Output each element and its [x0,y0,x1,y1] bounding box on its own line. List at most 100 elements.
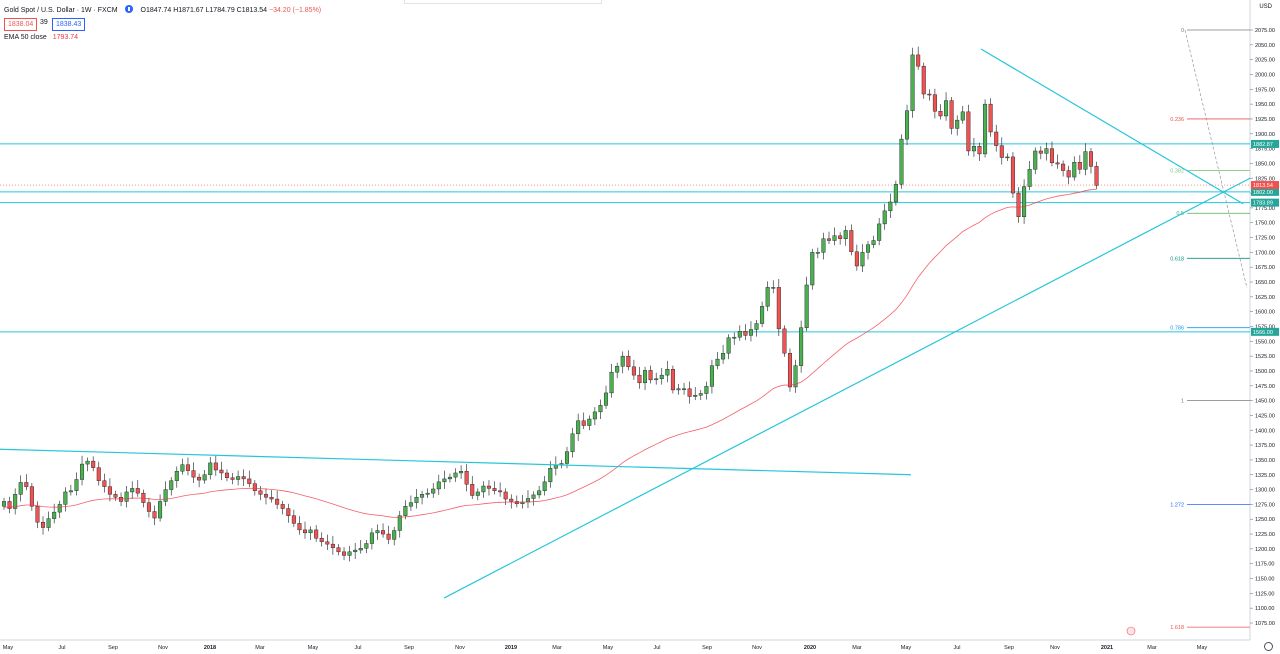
price-tick-label: 1075.00 [1255,621,1275,627]
time-tick-label: Sep [108,645,118,651]
candle-body [604,392,609,406]
candle-body [687,388,692,397]
candle-body [275,498,280,505]
settings-gear-icon[interactable] [1264,642,1273,651]
price-tick-label: 1850.00 [1255,161,1275,167]
candle-body [453,472,458,478]
ema-legend[interactable]: EMA 50 close 1793.74 [4,34,78,41]
candle-body [297,523,302,531]
candle-body [905,110,910,140]
candle-body [330,543,335,548]
candle-body [776,287,781,330]
price-tick-label: 1775.00 [1255,206,1275,212]
candle-body [63,491,68,505]
candle-body [509,498,514,502]
price-tick-label: 1350.00 [1255,458,1275,464]
candle-body [308,529,313,534]
buy-button[interactable]: 1838.43 [52,18,86,31]
candle-body [631,366,636,376]
candle-body [754,323,759,330]
candle-body [838,235,843,239]
candle-body [821,238,826,253]
candle-body [342,551,347,556]
candle-body [425,492,430,495]
event-marker-icon [1126,626,1136,636]
visibility-eye-icon[interactable] [124,5,133,13]
candle-body [598,405,603,413]
candle-body [130,488,135,493]
time-tick-label: 2019 [505,645,517,651]
candle-body [955,119,960,129]
candle-body [565,451,570,464]
candle-body [570,433,575,452]
candle-body [364,543,369,549]
candle-body [760,306,765,324]
candle-body [1066,170,1071,178]
time-tick-label: Sep [404,645,414,651]
candle-body [169,480,174,490]
candle-body [185,464,190,471]
candle-body [1022,186,1027,217]
candle-body [654,378,659,381]
candle-body [113,494,118,498]
candle-body [252,483,257,491]
candle-body [408,502,413,507]
candle-body [135,488,140,494]
candle-body [698,393,703,396]
symbol-name[interactable]: Gold Spot / U.S. Dollar · 1W · FXCM [4,7,118,14]
chart-legend-header: Gold Spot / U.S. Dollar · 1W · FXCM O184… [4,5,321,14]
candle-body [893,183,898,203]
time-tick-label: Mar [255,645,265,651]
candle-body [682,388,687,390]
price-tick-label: 1275.00 [1255,502,1275,508]
candle-body [1005,156,1010,159]
candle-body [994,131,999,146]
candle-body [503,491,508,500]
candle-body [80,463,85,480]
time-tick-label: Jul [953,645,960,651]
price-tick-label: 1100.00 [1255,606,1274,612]
candle-body [353,549,358,553]
candle-body [18,482,23,495]
time-tick-label: Sep [702,645,712,651]
candle-body [877,223,882,241]
candle-body [1044,148,1049,154]
candle-body [358,548,363,551]
fib-level-label: 0 [1181,28,1184,34]
candle-body [732,336,737,339]
candle-body [815,252,820,254]
price-tick-label: 1375.00 [1255,443,1275,449]
candle-body [230,477,235,480]
candle-body [202,474,207,481]
candle-body [916,54,921,67]
time-tick-label: Nov [1050,645,1060,651]
fib-level-label: 1.618 [1170,625,1184,631]
candle-body [158,501,163,519]
candle-body [676,388,681,391]
candle-body [224,472,229,478]
time-tick-label: Jul [354,645,361,651]
candle-body [960,111,965,121]
time-tick-label: May [901,645,912,651]
candle-body [938,111,943,117]
candle-body [1072,162,1077,178]
candle-body [648,370,653,381]
time-tick-label: May [308,645,319,651]
ohlc-low: L1784.79 [205,7,235,14]
candle-body [124,491,129,502]
candle-body [849,230,854,252]
price-tick-label: 1225.00 [1255,532,1275,538]
candle-body [542,481,547,491]
sell-button[interactable]: 1838.04 [4,18,38,31]
candle-body [442,478,447,483]
candle-body [637,374,642,384]
candle-body [208,462,213,475]
horizontal-level-value: 1566.00 [1253,330,1273,336]
candle-body [988,103,993,133]
horizontal-level-tag [1251,187,1279,196]
candle-body [1088,151,1093,167]
candle-body [46,518,51,528]
candle-body [1016,192,1021,217]
candle-body [860,252,865,267]
